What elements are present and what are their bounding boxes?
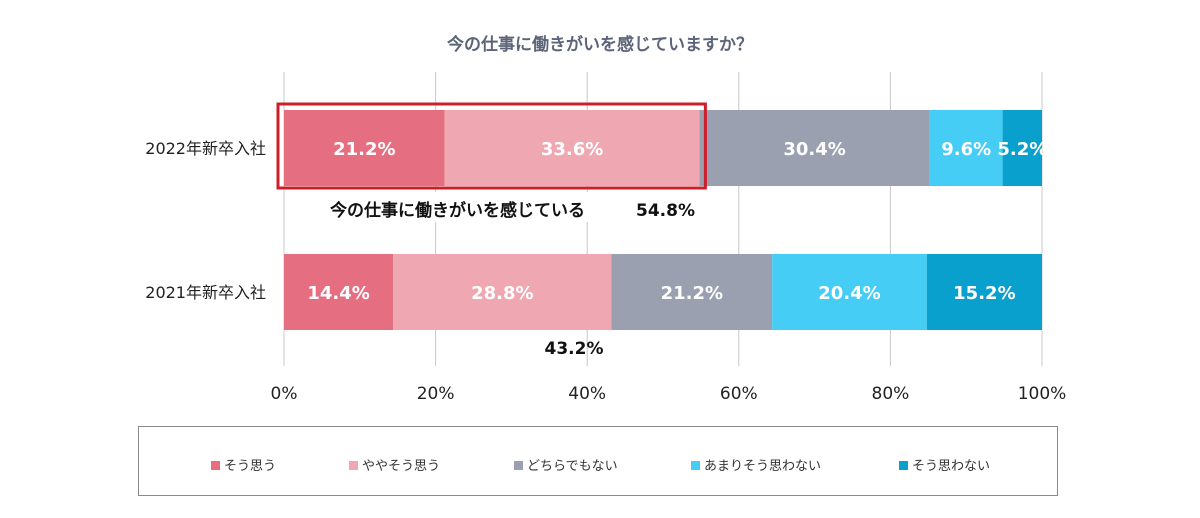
bar-segment: [1002, 110, 1042, 186]
legend-label: ややそう思う: [362, 459, 441, 474]
category-label: 2021年新卒入社: [145, 283, 266, 302]
annotation-text: 今の仕事に働きがいを感じている: [330, 200, 585, 221]
bar-segment: [284, 110, 445, 186]
x-tick-label: 80%: [872, 384, 910, 404]
highlight-box: [276, 102, 707, 190]
legend-swatch: [514, 461, 523, 470]
data-label: 21.2%: [333, 139, 395, 160]
data-label: 14.4%: [307, 283, 369, 304]
bar-segment: [284, 254, 394, 330]
x-tick-label: 100%: [1018, 384, 1067, 404]
bar-segment: [444, 110, 700, 186]
x-tick-label: 0%: [271, 384, 298, 404]
legend-label: あまりそう思わない: [704, 459, 822, 474]
data-label: 21.2%: [661, 283, 723, 304]
x-tick-label: 40%: [568, 384, 606, 404]
bar-segment: [929, 110, 1003, 186]
legend-label: そう思わない: [912, 459, 991, 474]
legend-item: あまりそう思わない: [691, 455, 821, 474]
bar-segment: [699, 110, 930, 186]
legend-label: そう思う: [224, 459, 277, 474]
bar-segment: [393, 254, 612, 330]
x-tick-label: 60%: [720, 384, 758, 404]
data-label: 5.2%: [997, 139, 1047, 160]
bar-segment: [772, 254, 927, 330]
data-label: 33.6%: [541, 139, 603, 160]
category-label: 2022年新卒入社: [145, 139, 266, 158]
data-label: 30.4%: [783, 139, 845, 160]
data-label: 9.6%: [941, 139, 991, 160]
legend: そう思う ややそう思う どちらでもない あまりそう思わない そう思わない: [138, 426, 1058, 496]
legend-item: どちらでもない: [514, 455, 618, 474]
annotation-value: 54.8%: [636, 201, 695, 221]
legend-swatch: [691, 461, 700, 470]
bar-segment: [926, 254, 1042, 330]
annotation-bg: [310, 192, 710, 222]
legend-item: そう思う: [211, 455, 276, 474]
legend-item: そう思わない: [899, 455, 990, 474]
x-tick-label: 20%: [417, 384, 455, 404]
legend-swatch: [211, 461, 220, 470]
data-label: 15.2%: [953, 283, 1015, 304]
legend-item: ややそう思う: [349, 455, 440, 474]
legend-swatch: [899, 461, 908, 470]
annotation-value-2: 43.2%: [545, 339, 604, 359]
data-label: 28.8%: [471, 283, 533, 304]
legend-label: どちらでもない: [527, 459, 618, 474]
bar-segment: [611, 254, 773, 330]
chart-title: 今の仕事に働きがいを感じていますか？: [447, 35, 753, 55]
legend-swatch: [349, 461, 358, 470]
data-label: 20.4%: [818, 283, 880, 304]
plot-area: 21.2% 33.6% 30.4% 9.6% 5.2% 2022年新卒入社 14.4% 28.…: [145, 72, 1067, 404]
